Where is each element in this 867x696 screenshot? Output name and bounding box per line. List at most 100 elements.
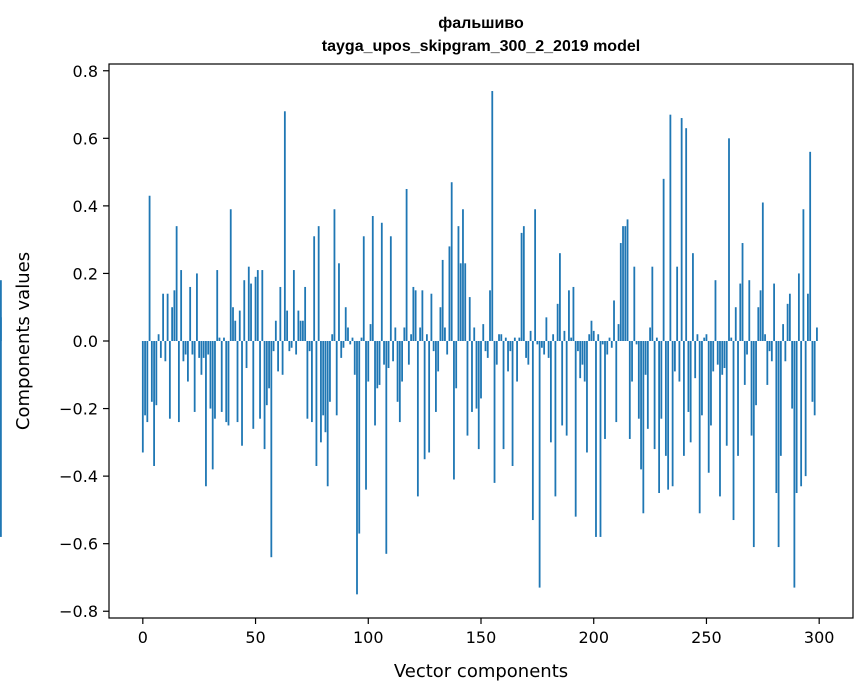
bar-7 <box>157 334 160 341</box>
bar-126 <box>425 334 428 341</box>
bar-111 <box>392 341 394 362</box>
bar-271 <box>752 341 755 548</box>
bar-177 <box>540 341 543 348</box>
bar-124 <box>421 290 424 341</box>
bar-4 <box>150 341 153 402</box>
chart-subtitle: tayga_upos_skipgram_300_2_2019 model <box>322 38 640 55</box>
bar-260 <box>728 138 730 341</box>
bar-23 <box>193 341 196 412</box>
bar-138 <box>453 341 455 480</box>
bar-263 <box>734 307 737 341</box>
bar-189 <box>568 290 570 341</box>
bar-193 <box>577 341 579 352</box>
bar-59 <box>274 320 277 341</box>
bar-211 <box>617 324 620 341</box>
bar-249 <box>703 337 706 341</box>
bar-243 <box>689 341 692 443</box>
bar-174 <box>534 209 537 341</box>
bar-198 <box>588 334 591 341</box>
bar-22 <box>191 341 194 355</box>
bar-278 <box>768 341 771 352</box>
bar-66 <box>290 341 293 348</box>
bar-25 <box>198 341 201 358</box>
y-tick-label: −0.6 <box>59 535 98 554</box>
bar-180 <box>547 341 550 358</box>
bar-99 <box>365 341 367 490</box>
bar-53 <box>261 270 264 341</box>
bar-79 <box>320 341 322 443</box>
bar-94 <box>353 341 356 375</box>
bar-179 <box>545 317 548 341</box>
bar-72 <box>304 286 307 341</box>
bar-147 <box>473 327 476 341</box>
bar-137 <box>450 182 453 341</box>
bar-61 <box>279 286 282 341</box>
y-tick-label: −0.2 <box>59 400 98 419</box>
bar-50 <box>254 276 257 341</box>
bar-63 <box>283 111 286 341</box>
bar-10 <box>164 341 167 362</box>
bar-293 <box>802 209 805 341</box>
bar-35 <box>220 341 223 412</box>
x-tick-label: 0 <box>138 628 148 647</box>
bar-85 <box>333 209 336 341</box>
bar-113 <box>396 341 399 402</box>
bar-130 <box>435 341 437 412</box>
bar-92 <box>349 341 352 345</box>
bar-281 <box>775 341 778 494</box>
y-tick-label: −0.8 <box>59 602 98 621</box>
bar-197 <box>586 341 588 453</box>
bar-40 <box>232 307 234 341</box>
bar-101 <box>369 324 372 341</box>
bar-52 <box>259 341 261 419</box>
bar-122 <box>416 341 419 497</box>
bar-216 <box>628 341 631 439</box>
bar-173 <box>531 341 534 521</box>
bar-265 <box>739 283 742 341</box>
bar-266 <box>741 243 744 341</box>
bar-201 <box>595 341 597 537</box>
bar-232 <box>664 341 667 456</box>
bar-209 <box>613 300 615 341</box>
bar-156 <box>493 341 496 483</box>
bar-105 <box>378 341 381 385</box>
bar-112 <box>394 327 397 341</box>
bar-43 <box>238 310 241 341</box>
bar-45 <box>243 280 246 341</box>
bar-149 <box>477 341 480 450</box>
bar-109 <box>387 341 390 369</box>
bar-13 <box>171 307 174 341</box>
bar-119 <box>410 334 413 341</box>
bar-30 <box>209 341 212 409</box>
bar-58 <box>272 341 275 352</box>
bar-55 <box>265 341 268 406</box>
x-tick-label: 200 <box>578 628 609 647</box>
bar-286 <box>786 303 789 341</box>
bar-44 <box>241 341 243 446</box>
bar-295 <box>807 293 809 341</box>
bar-1 <box>144 341 146 416</box>
bar-145 <box>468 297 471 341</box>
bar-36 <box>223 337 225 341</box>
bar-47 <box>247 266 250 341</box>
bar-75 <box>311 341 313 423</box>
bar-19 <box>184 341 187 355</box>
bar-178 <box>543 341 546 355</box>
bar-226 <box>651 266 654 341</box>
bar-68 <box>295 341 298 355</box>
bar-236 <box>673 341 676 372</box>
bar-155 <box>491 91 494 342</box>
x-tick-label: 150 <box>466 628 497 647</box>
bar-143 <box>464 263 467 341</box>
bar-186 <box>561 341 564 426</box>
bar-49 <box>252 341 255 429</box>
bar-83 <box>329 341 331 402</box>
chart-title: фальшиво <box>438 15 524 32</box>
bar-168 <box>520 232 523 341</box>
bar-167 <box>518 337 521 341</box>
bar-121 <box>414 290 417 341</box>
bar-29 <box>207 341 210 355</box>
bar-299 <box>816 327 818 341</box>
bar-62 <box>281 341 284 375</box>
bar-26 <box>200 341 203 375</box>
